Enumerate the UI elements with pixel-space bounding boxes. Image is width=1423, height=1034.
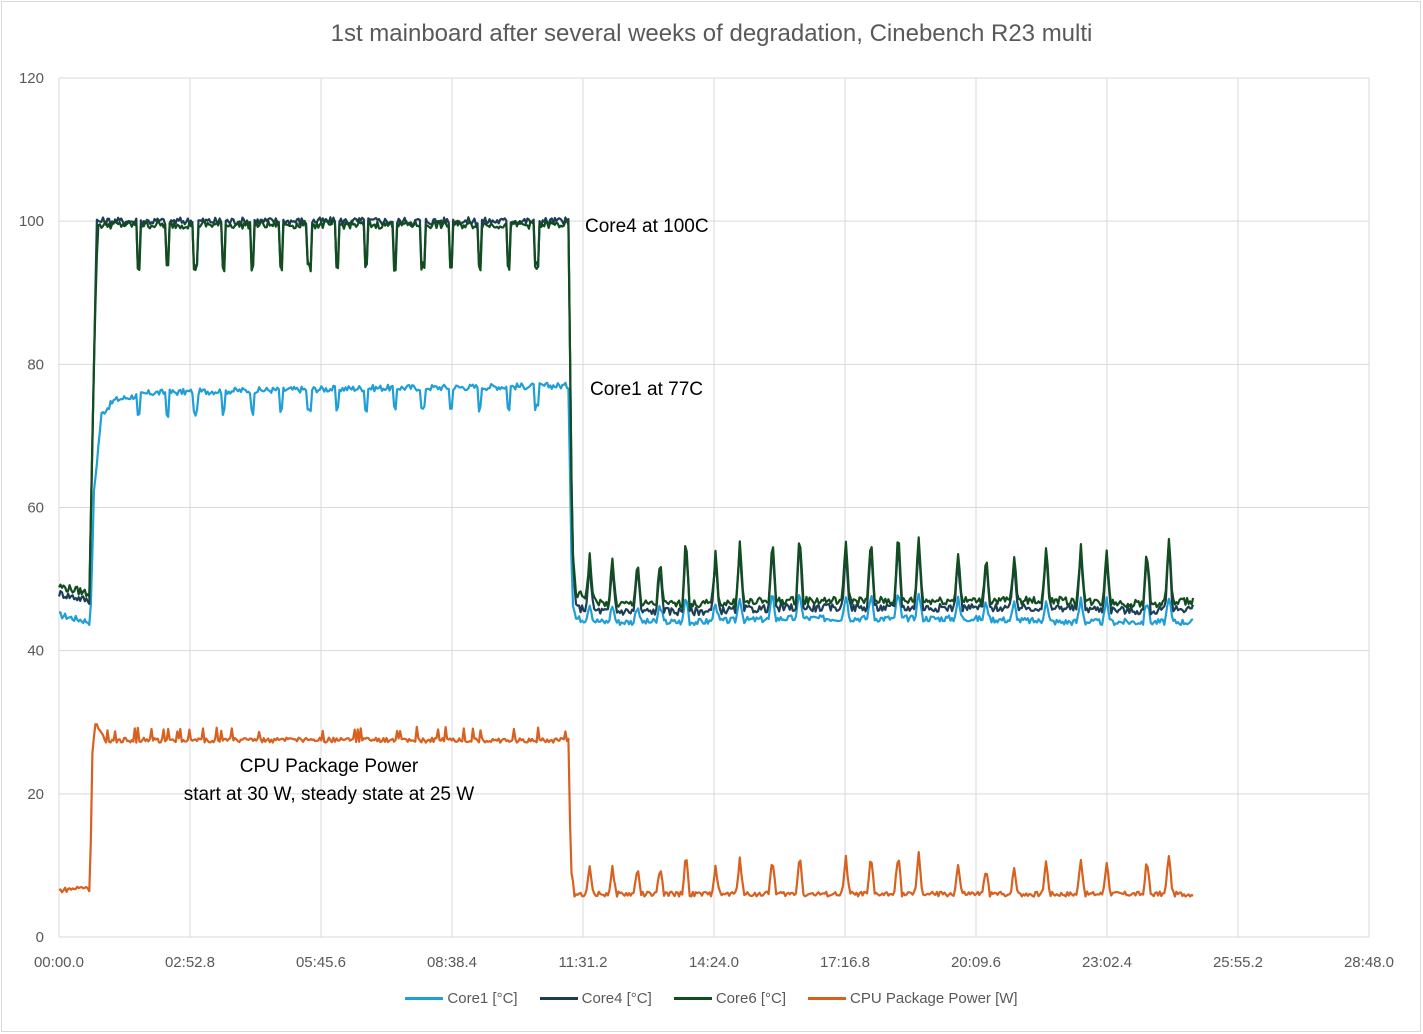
y-tick-label: 60 — [27, 500, 44, 517]
x-tick-label: 28:48.0 — [1344, 954, 1394, 971]
legend-label: CPU Package Power [W] — [850, 990, 1018, 1007]
legend-label: Core4 [°C] — [581, 990, 652, 1007]
legend-item: Core4 [°C] — [539, 990, 652, 1007]
x-tick-label: 14:24.0 — [689, 954, 739, 971]
y-tick-label: 120 — [19, 70, 44, 87]
x-tick-label: 25:55.2 — [1213, 954, 1263, 971]
series-lines — [57, 216, 1195, 898]
y-tick-label: 40 — [27, 643, 44, 660]
x-tick-label: 02:52.8 — [165, 954, 215, 971]
y-tick-label: 100 — [19, 213, 44, 230]
x-axis-ticks: 00:00.0 02:52.8 05:45.6 08:38.4 11:31.2 14:24… — [34, 954, 1394, 971]
annotations: Core4 at 100C Core1 at 77C CPU Package P… — [184, 216, 709, 805]
legend-item: CPU Package Power [W] — [808, 990, 1018, 1007]
legend-label: Core6 [°C] — [715, 990, 787, 1007]
series-line-1 — [58, 381, 1194, 627]
series-line-3 — [58, 219, 1195, 609]
x-tick-label: 20:09.6 — [951, 954, 1001, 971]
x-tick-label: 23:02.4 — [1082, 954, 1132, 971]
legend-item: Core1 [°C] — [405, 990, 518, 1007]
series-line-4 — [58, 723, 1194, 898]
annotation-core1: Core1 at 77C — [590, 379, 703, 400]
series-line-2 — [57, 216, 1195, 617]
y-tick-label: 20 — [27, 786, 44, 803]
x-tick-label: 00:00.0 — [34, 954, 84, 971]
x-tick-label: 05:45.6 — [296, 954, 346, 971]
legend-swatch — [673, 997, 712, 1000]
legend-swatch — [539, 997, 578, 1000]
y-tick-label: 0 — [36, 929, 44, 946]
annotation-core4: Core4 at 100C — [585, 216, 709, 237]
legend: Core1 [°C] Core4 [°C] Core6 [°C] CPU Packag… — [0, 990, 1423, 1007]
gridlines — [58, 77, 1370, 938]
legend-swatch — [405, 997, 444, 1000]
legend-label: Core1 [°C] — [447, 990, 518, 1007]
chart-title: 1st mainboard after several weeks of deg… — [330, 20, 1093, 47]
x-tick-label: 17:16.8 — [820, 954, 870, 971]
x-tick-label: 11:31.2 — [559, 954, 608, 971]
y-axis-ticks: 0 20 40 60 80 100 120 — [19, 70, 44, 946]
x-tick-label: 08:38.4 — [427, 954, 477, 971]
annotation-power-line2: start at 30 W, steady state at 25 W — [184, 784, 474, 805]
y-tick-label: 80 — [27, 356, 44, 373]
legend-swatch — [808, 997, 847, 1000]
annotation-power-line1: CPU Package Power — [240, 756, 419, 777]
legend-item: Core6 [°C] — [673, 990, 787, 1007]
